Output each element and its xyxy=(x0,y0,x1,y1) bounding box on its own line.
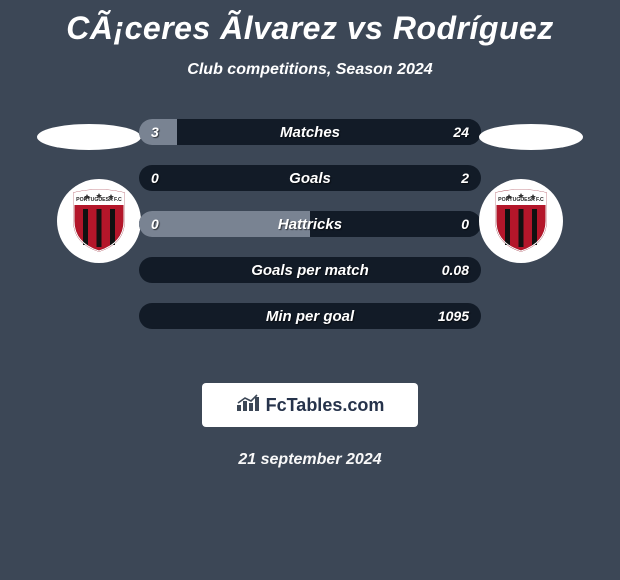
left-player-badges: PORTUGUESA F.C xyxy=(29,119,139,359)
stat-bar-left-fill xyxy=(139,211,310,237)
stat-bar: Matches324 xyxy=(139,119,481,145)
stat-bar-right-fill xyxy=(139,257,481,283)
country-placeholder-right xyxy=(479,124,583,150)
stat-bar: Goals02 xyxy=(139,165,481,191)
shield-icon: PORTUGUESA F.C xyxy=(491,187,551,253)
right-player-badges: PORTUGUESA F.C xyxy=(481,119,591,359)
stat-bar-right-fill xyxy=(310,211,481,237)
date: 21 september 2024 xyxy=(0,451,620,469)
club-badge-right: PORTUGUESA F.C xyxy=(479,179,563,263)
svg-text:PORTUGUESA F.C: PORTUGUESA F.C xyxy=(76,197,122,203)
chart-icon xyxy=(236,394,260,417)
subtitle: Club competitions, Season 2024 xyxy=(0,61,620,79)
infographic-root: CÃ¡ceres Ãlvarez vs Rodríguez Club compe… xyxy=(0,0,620,580)
svg-text:PORTUGUESA F.C: PORTUGUESA F.C xyxy=(498,197,544,203)
watermark: FcTables.com xyxy=(202,383,418,427)
stat-bar-left-fill xyxy=(139,119,177,145)
shield-icon: PORTUGUESA F.C xyxy=(69,187,129,253)
page-title: CÃ¡ceres Ãlvarez vs Rodríguez xyxy=(0,10,620,47)
stat-bar: Hattricks00 xyxy=(139,211,481,237)
stat-bars: Matches324 Goals02 Hattricks00 Goals per ma… xyxy=(139,119,481,329)
country-placeholder-left xyxy=(37,124,141,150)
stat-bar: Goals per match0.08 xyxy=(139,257,481,283)
stat-bar-right-fill xyxy=(139,303,481,329)
stat-bar: Min per goal1095 xyxy=(139,303,481,329)
stat-bar-right-fill xyxy=(177,119,481,145)
club-badge-left: PORTUGUESA F.C xyxy=(57,179,141,263)
stat-bar-right-fill xyxy=(139,165,481,191)
watermark-text: FcTables.com xyxy=(266,395,385,416)
stats-area: PORTUGUESA F.C xyxy=(0,119,620,359)
